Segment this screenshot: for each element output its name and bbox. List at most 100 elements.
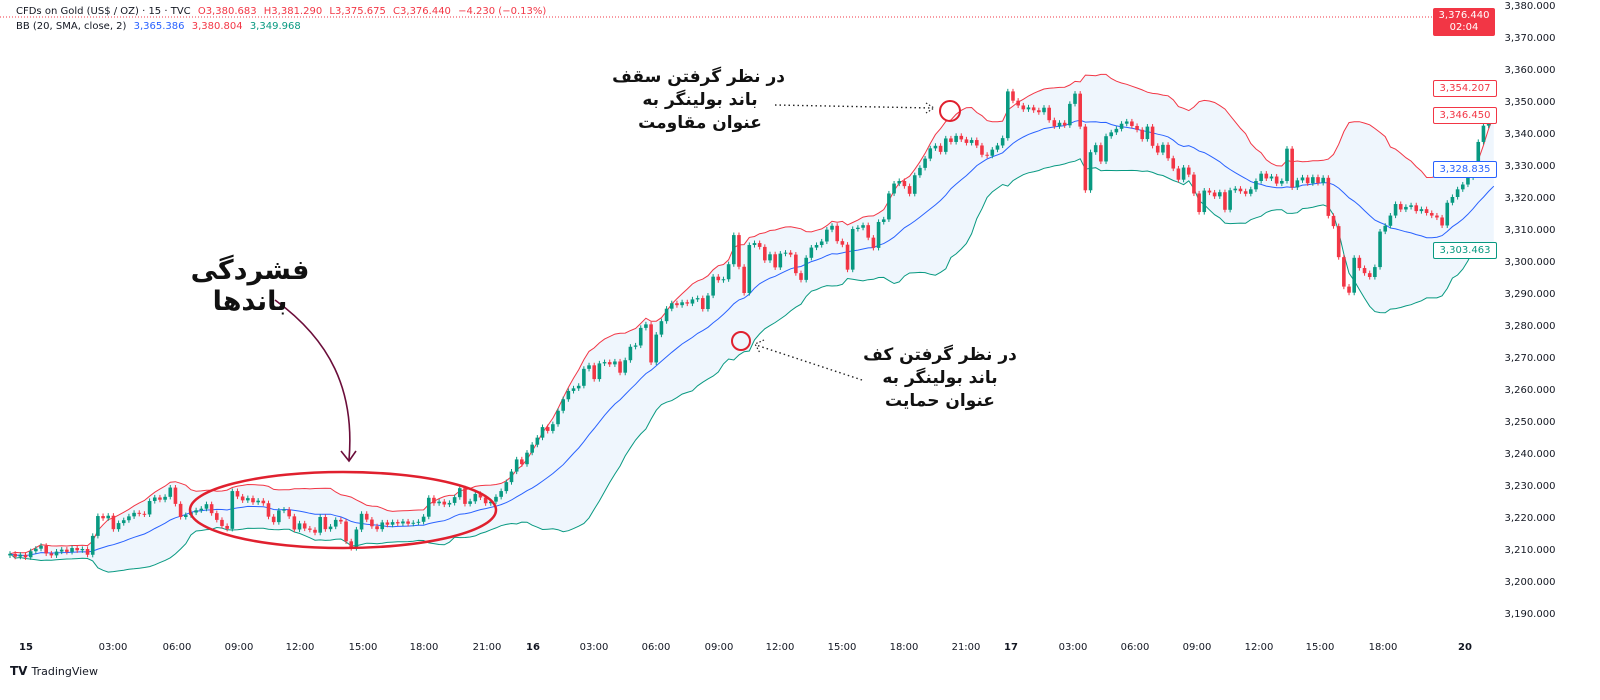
candle-body (499, 491, 503, 497)
candle-body (1404, 206, 1408, 210)
candle-body (582, 368, 586, 386)
candle-body (545, 427, 550, 431)
bar-countdown: 02:04 (1449, 22, 1479, 33)
candle-body (163, 496, 167, 500)
candle-body (830, 225, 834, 230)
candle-body (669, 303, 674, 309)
candle-body (1073, 93, 1077, 104)
candle-body (199, 508, 204, 511)
candle-body (509, 471, 514, 483)
candle-body (142, 513, 147, 515)
symbol-legend[interactable]: CFDs on Gold (US$ / OZ) · 15 · TVC O3,38… (16, 6, 550, 17)
candle-body (752, 243, 757, 245)
candle-body (1414, 205, 1419, 212)
symbol-name: CFDs on Gold (US$ / OZ) · 15 · TVC (16, 6, 191, 17)
candle-body (1409, 205, 1413, 207)
candle-body (778, 253, 783, 268)
candle-body (1373, 267, 1377, 277)
resistance-line-2: باند بولینگر به (642, 90, 758, 110)
candle-body (540, 427, 545, 438)
candle-body (1016, 100, 1020, 106)
candle-body (850, 229, 855, 270)
candle-body (359, 513, 364, 530)
candle-body (1217, 192, 1222, 197)
price-tick-label: 3,220.000 (1505, 513, 1556, 524)
candle-body (494, 496, 498, 502)
candle-body (633, 345, 638, 347)
candle-body (1021, 105, 1026, 110)
indicator-legend[interactable]: BB (20, SMA, close, 2) 3,365.386 3,380.8… (16, 21, 305, 32)
candle-body (364, 513, 369, 520)
candle-body (432, 497, 436, 504)
candle-body (152, 497, 157, 501)
candle-body (1311, 177, 1315, 184)
candle-body (514, 459, 519, 472)
candle-body (473, 493, 478, 502)
time-tick-label: 20 (1458, 642, 1472, 653)
candle-body (1186, 167, 1191, 175)
candle-body (489, 501, 493, 504)
candle-body (442, 501, 447, 505)
candle-body (881, 219, 886, 222)
candle-body (1088, 152, 1093, 191)
candle-body (763, 246, 767, 261)
candle-body (1295, 180, 1300, 188)
candle-body (1171, 158, 1176, 169)
candle-body (44, 545, 48, 554)
bb-lower-tag: 3,303.463 (1433, 242, 1497, 259)
candle-body (158, 497, 162, 500)
resistance-pointer (774, 104, 933, 109)
price-tick-label: 3,260.000 (1505, 385, 1556, 396)
candle-body (463, 488, 467, 504)
candle-body (840, 241, 845, 245)
close-price-tag: 3,346.450 (1433, 107, 1497, 124)
candle-body (757, 243, 762, 247)
support-circle (731, 331, 751, 351)
candle-body (121, 520, 126, 524)
candle-body (1078, 93, 1082, 127)
candle-body (597, 363, 602, 380)
candle-body (194, 510, 198, 513)
time-axis[interactable]: 15 03:00 06:00 09:00 12:00 15:00 18:00 21:00 16 0… (19, 642, 1472, 653)
candle-body (571, 388, 576, 391)
candle-body (1435, 215, 1439, 218)
price-tick-label: 3,200.000 (1505, 577, 1556, 588)
price-axis[interactable]: 3,380.000 3,370.000 3,360.000 3,350.000 3,34… (1505, 1, 1556, 620)
candle-body (628, 346, 633, 361)
candle-body (1274, 176, 1279, 184)
candle-body (333, 519, 338, 527)
candle-body (28, 551, 33, 558)
candle-body (1197, 193, 1201, 213)
candle-body (799, 273, 803, 280)
candle-body (1378, 231, 1382, 268)
candle-body (1429, 213, 1434, 216)
tradingview-logo[interactable]: 𝗧𝗩 TradingView (10, 664, 98, 678)
candle-body (271, 516, 276, 523)
support-line-3: عنوان حمایت (885, 391, 995, 411)
candle-body (794, 254, 798, 274)
candle-body (1109, 132, 1114, 137)
candle-body (1052, 120, 1057, 127)
candle-body (137, 512, 142, 514)
candle-body (1233, 188, 1238, 191)
candle-body (1476, 141, 1481, 165)
candle-body (178, 503, 183, 517)
candle-body (690, 299, 695, 304)
candle-body (923, 158, 927, 168)
candle-body (866, 225, 871, 238)
resistance-annotation: در نظر گرفتن سقف باند بولینگر به عنوان م… (612, 66, 785, 135)
bb-lower-value: 3,349.968 (249, 21, 301, 32)
candle-body (1254, 181, 1258, 190)
candle-body (819, 241, 824, 245)
candle-body (706, 295, 710, 309)
candle-body (1393, 204, 1398, 216)
candle-body (401, 521, 405, 524)
candle-body (225, 525, 229, 529)
candle-body (654, 334, 659, 363)
candle-body (613, 361, 617, 365)
time-tick-label: 03:00 (1059, 642, 1088, 653)
candle-body (732, 235, 736, 265)
candle-body (1150, 126, 1155, 146)
support-annotation: در نظر گرفتن کف باند بولینگر به عنوان حم… (860, 344, 1020, 413)
